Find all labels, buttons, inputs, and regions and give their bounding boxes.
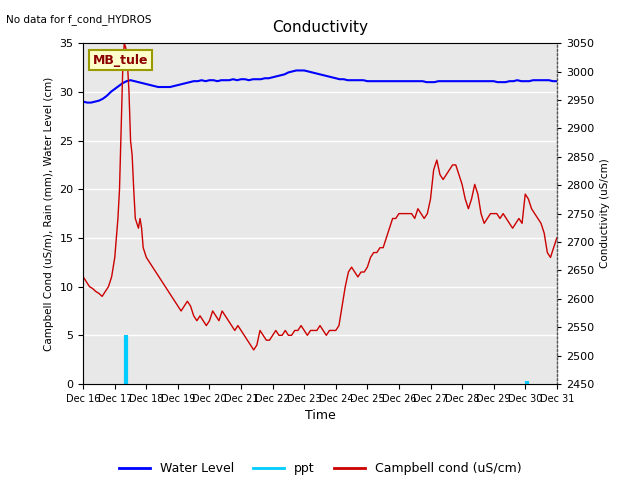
Text: MB_tule: MB_tule [93, 54, 148, 67]
Y-axis label: Campbell Cond (uS/m), Rain (mm), Water Level (cm): Campbell Cond (uS/m), Rain (mm), Water L… [44, 76, 54, 351]
Legend: Water Level, ppt, Campbell cond (uS/cm): Water Level, ppt, Campbell cond (uS/cm) [114, 457, 526, 480]
Y-axis label: Conductivity (uS/cm): Conductivity (uS/cm) [600, 159, 610, 268]
Text: No data for f_cond_HYDROS: No data for f_cond_HYDROS [6, 14, 152, 25]
X-axis label: Time: Time [305, 409, 335, 422]
Title: Conductivity: Conductivity [272, 20, 368, 35]
